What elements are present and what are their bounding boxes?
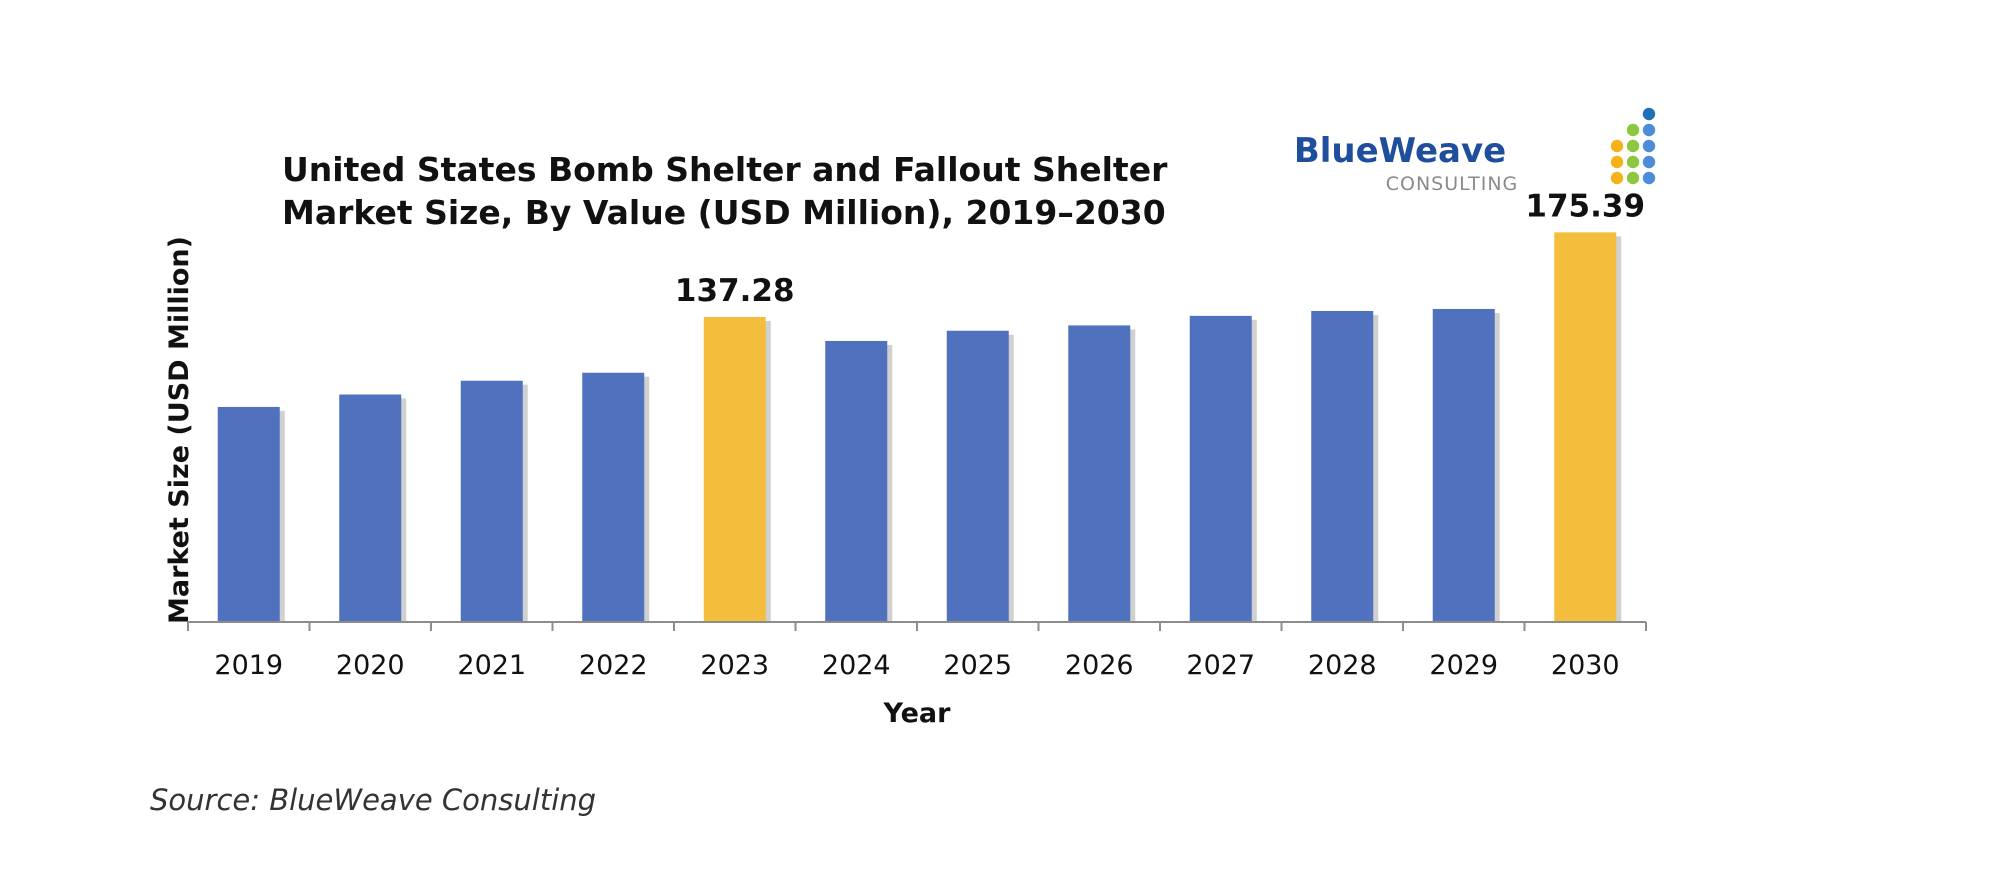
x-axis-title: Year [883, 698, 952, 729]
logo-dot [1626, 171, 1640, 185]
x-tick-label-2026: 2026 [1065, 650, 1134, 681]
x-axis-ticks [187, 622, 1647, 631]
x-tick-label-2020: 2020 [336, 650, 405, 681]
bar-2022 [582, 372, 645, 622]
bar-2030 [1554, 232, 1617, 622]
logo-dot [1642, 155, 1656, 169]
logo-dot [1610, 171, 1624, 185]
bar-2029 [1432, 308, 1495, 622]
x-tick-label-2022: 2022 [579, 650, 648, 681]
bar-2026 [1068, 325, 1131, 622]
data-label-2023: 137.28 [675, 273, 795, 309]
logo-dots-icon [1610, 107, 1656, 185]
bar-2023 [703, 317, 766, 622]
y-axis-title: Market Size (USD Million) [164, 236, 195, 624]
logo-dot [1642, 139, 1656, 153]
logo-dot [1626, 123, 1640, 137]
x-tick-label-2019: 2019 [214, 650, 283, 681]
source-note: Source: BlueWeave Consulting [150, 783, 596, 817]
logo-name: BlueWeave [1294, 131, 1506, 171]
x-tick-label-2023: 2023 [700, 650, 769, 681]
data-label-2030: 175.39 [1525, 188, 1645, 224]
x-tick-label-2021: 2021 [457, 650, 526, 681]
logo-subtitle: CONSULTING [1386, 173, 1519, 195]
logo-dot [1626, 139, 1640, 153]
bar-2020 [339, 394, 402, 622]
x-tick-label-2029: 2029 [1429, 650, 1498, 681]
logo-dot [1610, 139, 1624, 153]
bar-series [217, 232, 1622, 622]
x-tick-label-2028: 2028 [1308, 650, 1377, 681]
logo-dot [1626, 155, 1640, 169]
logo-dot [1610, 155, 1624, 169]
bar-2021 [460, 380, 523, 622]
bar-2019 [217, 406, 280, 622]
x-tick-label-2030: 2030 [1551, 650, 1620, 681]
bar-2025 [946, 330, 1009, 622]
logo-dot [1642, 107, 1656, 121]
bar-2024 [825, 340, 888, 622]
bar-2027 [1189, 315, 1252, 622]
bar-2028 [1311, 310, 1374, 622]
logo-dot [1642, 171, 1656, 185]
blueweave-logo: BlueWeave CONSULTING [1294, 107, 1656, 195]
x-tick-label-2025: 2025 [943, 650, 1012, 681]
chart-title-line-1: United States Bomb Shelter and Fallout S… [282, 150, 1168, 189]
chart-title-line-2: Market Size, By Value (USD Million), 201… [282, 193, 1166, 232]
data-labels: 137.28 175.39 [675, 188, 1645, 309]
x-axis-tick-labels: 2019 2020 2021 2022 2023 2024 2025 2026 2027 2028… [214, 650, 1619, 681]
x-tick-label-2024: 2024 [822, 650, 891, 681]
logo-dot [1642, 123, 1656, 137]
x-tick-label-2027: 2027 [1186, 650, 1255, 681]
